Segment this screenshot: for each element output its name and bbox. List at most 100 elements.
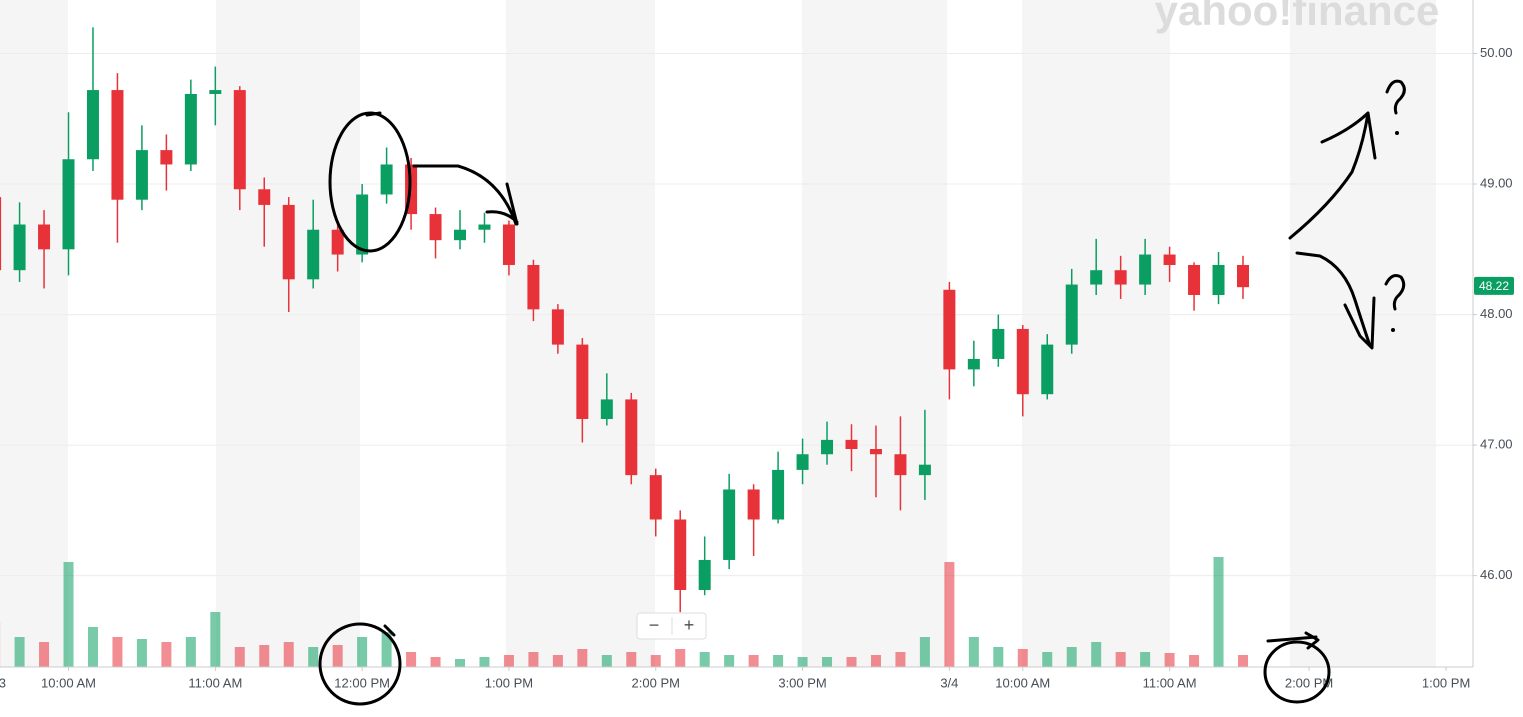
x-tick-label: 10:00 AM [41,675,96,690]
volume-bar [1238,655,1248,667]
zoom-in[interactable]: + [684,615,695,635]
volume-bar [479,657,489,667]
volume-bar [161,642,171,667]
candle-body [943,290,955,370]
volume-bar [455,659,465,667]
x-tick-label: 10:00 AM [995,675,1050,690]
volume-bar [1091,642,1101,667]
candle-body [968,359,980,369]
candle-body [650,475,662,519]
candle-body [234,90,246,189]
volume-bar [357,637,367,667]
candle-body [454,230,466,240]
candle-body [1017,329,1029,394]
volume-bar [847,657,857,667]
volume-bar [700,652,710,667]
volume-bar [1189,655,1199,667]
volume-bar [15,637,25,667]
volume-bar [944,562,954,667]
volume-bar [210,612,220,667]
volume-bar [724,655,734,667]
candle-body [601,399,613,419]
y-tick-label: 47.00 [1480,437,1513,452]
candle-body [674,520,686,590]
candle-body [503,225,515,265]
x-tick-label: 2:00 PM [632,675,680,690]
x-tick-label: 11:00 AM [1143,675,1197,690]
candle-body [527,265,539,309]
volume-bar [1018,649,1028,667]
volume-bar [504,655,514,667]
watermark: yahoo!finance [1155,0,1440,34]
volume-bar [235,647,245,667]
candle-body [87,90,99,159]
volume-bar [577,649,587,667]
candle-body [821,440,833,454]
candle-body [625,399,637,475]
volume-bar [1067,647,1077,667]
candle-body [478,225,490,230]
candle-body [1188,265,1200,295]
volume-bar [406,652,416,667]
volume-bar [895,652,905,667]
candle-body [1066,285,1078,345]
candle-body [185,94,197,164]
volume-bar [773,655,783,667]
candle-body [381,164,393,194]
candle-body [1213,265,1225,295]
candle-body [699,560,711,590]
candle-body [772,470,784,520]
volume-bar [1214,557,1224,667]
volume-bar [749,655,759,667]
volume-bar [969,637,979,667]
volume-bar [626,652,636,667]
zoom-controls: − + [637,613,706,639]
volume-bar [798,657,808,667]
candle-body [1115,270,1127,284]
candle-body [209,90,221,94]
volume-bar [822,657,832,667]
candle-body [1139,255,1151,285]
candle-body [111,90,123,200]
volume-bar [528,652,538,667]
y-tick-label: 46.00 [1480,567,1513,582]
candle-body [356,194,368,254]
volume-bar [112,637,122,667]
volume-bar [1116,652,1126,667]
x-tick-label: 1:00 PM [1422,675,1470,690]
last-price-label: 48.22 [1479,279,1509,293]
volume-bar [675,649,685,667]
candle-body [870,449,882,454]
volume-bar [308,647,318,667]
zoom-out[interactable]: − [649,615,660,635]
candle-body [894,454,906,475]
candle-body [992,329,1004,359]
candle-body [160,150,172,164]
candle-body [846,440,858,449]
x-tick-label: 11:00 AM [188,675,242,690]
candle-body [0,197,1,270]
candle-body [919,465,931,475]
x-tick-label: 3:00 PM [778,675,826,690]
candle-body [1237,265,1249,287]
volume-bar [1140,652,1150,667]
x-tick-label: 1:00 PM [485,675,533,690]
candle-body [258,189,270,205]
candle-body [283,205,295,279]
volume-bar [186,637,196,667]
volume-bar [871,655,881,667]
volume-bar [431,657,441,667]
candle-body [797,454,809,470]
volume-bar [602,655,612,667]
volume-bar [88,627,98,667]
y-tick-label: 49.00 [1480,175,1513,190]
volume-bar [333,645,343,667]
volume-bar [553,655,563,667]
candle-body [748,489,760,519]
candle-body [576,345,588,419]
volume-bar [920,637,930,667]
candle-body [38,225,50,250]
volume-bar [259,645,269,667]
volume-bar [64,562,74,667]
